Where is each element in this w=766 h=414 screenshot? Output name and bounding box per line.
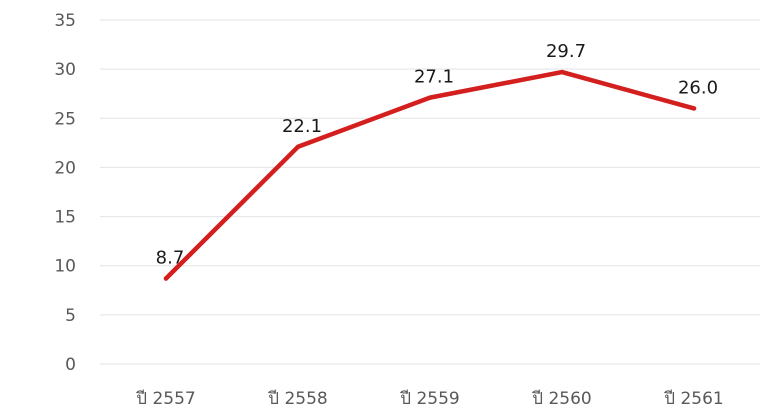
data-label: 8.7 [156,247,185,268]
data-label: 22.1 [282,116,322,137]
x-tick-label: ปี 2557 [135,389,195,409]
data-point [427,95,433,100]
x-tick-label: ปี 2559 [399,389,459,409]
series-group [163,69,697,281]
y-tick-label: 15 [54,208,76,228]
y-tick-label: 30 [54,60,76,80]
y-tick-label: 10 [54,257,76,277]
y-tick-label: 20 [54,158,76,178]
y-axis: 0 5 10 15 20 25 30 35 [54,11,76,375]
data-point [691,106,697,111]
x-tick-label: ปี 2560 [531,389,591,409]
data-label: 27.1 [414,67,454,88]
x-tick-label: ปี 2558 [267,389,327,409]
gridlines [100,19,760,365]
data-point [163,276,169,281]
y-tick-label: 35 [54,11,76,31]
data-point [295,144,301,149]
y-tick-label: 5 [65,306,76,326]
y-tick-label: 0 [65,355,76,375]
x-axis: ปี 2557 ปี 2558 ปี 2559 ปี 2560 ปี 2561 [135,389,723,409]
data-labels: 8.7 22.1 27.1 29.7 26.0 [156,41,718,268]
series-line [163,69,697,281]
y-tick-label: 25 [54,109,76,129]
data-label: 26.0 [678,77,718,98]
data-point [559,69,565,75]
x-tick-label: ปี 2561 [663,389,723,409]
data-label: 29.7 [546,41,586,62]
